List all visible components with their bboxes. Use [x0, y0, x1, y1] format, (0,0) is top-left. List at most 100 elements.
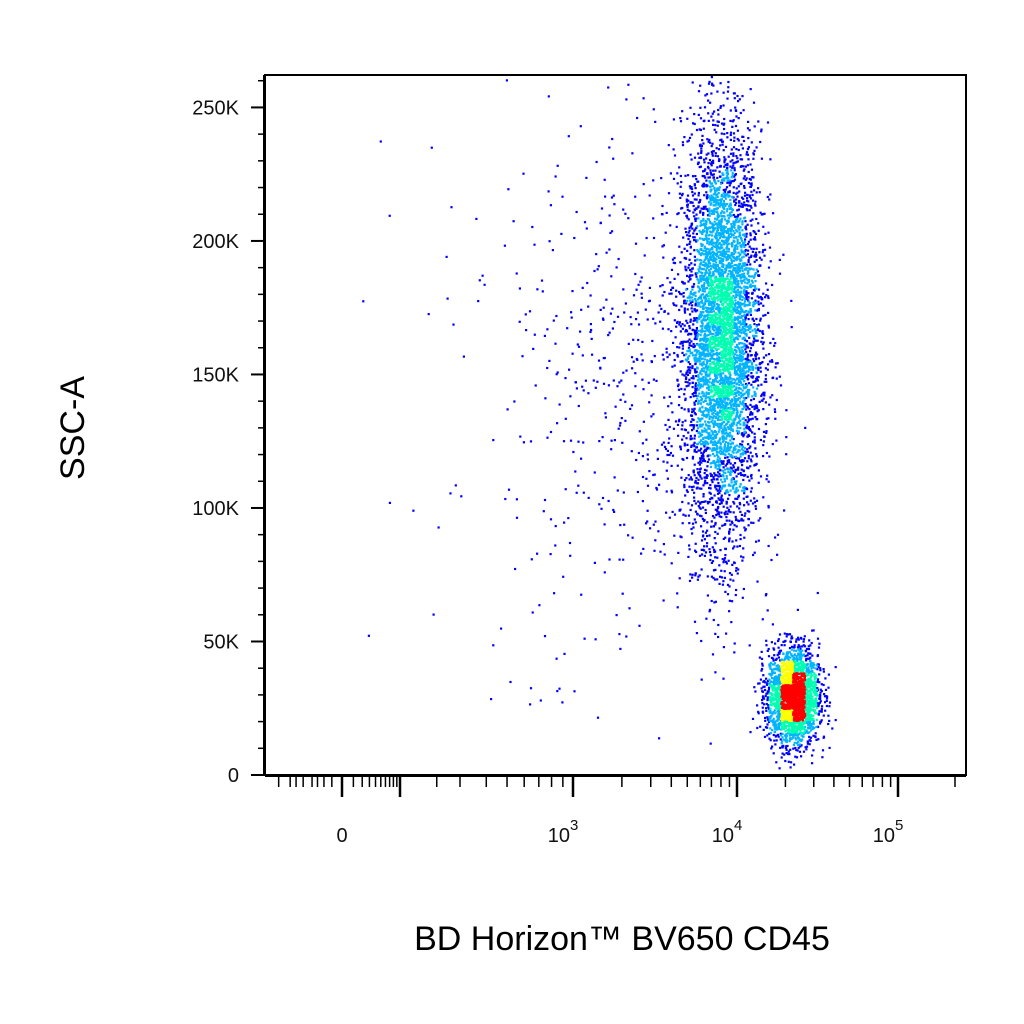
- event-dot: [727, 233, 731, 236]
- event-dot: [781, 736, 784, 739]
- event-dot: [814, 667, 817, 670]
- event-dot: [733, 396, 736, 399]
- event-dot: [683, 479, 687, 482]
- event-dot: [742, 396, 745, 399]
- event-dot: [673, 262, 677, 265]
- event-dot: [721, 235, 724, 239]
- event-dot: [746, 358, 749, 361]
- event-dot: [719, 400, 722, 403]
- event-dot: [624, 302, 627, 305]
- event-dot: [806, 740, 809, 743]
- event-dot: [722, 429, 725, 432]
- event-dot: [695, 275, 698, 278]
- event-dot: [665, 469, 668, 472]
- event-dot: [797, 638, 800, 641]
- event-dot: [743, 245, 746, 248]
- event-dot: [638, 430, 641, 433]
- event-dot: [735, 187, 738, 190]
- event-dot: [705, 408, 708, 411]
- event-dot: [699, 325, 702, 328]
- event-dot: [797, 740, 800, 743]
- event-dot: [699, 419, 702, 422]
- event-dot: [739, 236, 743, 239]
- event-dot: [738, 387, 741, 390]
- event-dot: [694, 363, 697, 366]
- event-dot: [805, 730, 809, 734]
- event-dot: [765, 702, 768, 706]
- event-dot: [696, 309, 699, 312]
- event-dot: [737, 374, 740, 377]
- event-dot: [737, 472, 740, 475]
- event-dot: [735, 160, 738, 164]
- event-dot: [726, 445, 729, 448]
- event-dot: [698, 229, 701, 232]
- event-dot: [689, 299, 692, 302]
- event-dot: [716, 225, 719, 228]
- event-dot: [721, 253, 724, 256]
- event-dot: [811, 762, 814, 765]
- event-dot: [692, 470, 695, 473]
- event-dot: [706, 460, 709, 463]
- event-dot: [554, 525, 557, 528]
- event-dot: [752, 301, 755, 304]
- event-dot: [695, 213, 698, 216]
- event-dot: [735, 293, 738, 297]
- event-dot: [778, 665, 781, 668]
- event-dot: [804, 746, 807, 749]
- event-dot: [696, 249, 699, 252]
- event-dot: [691, 201, 694, 204]
- event-dot: [701, 293, 704, 296]
- event-dot: [754, 272, 757, 275]
- event-dot: [729, 446, 732, 449]
- event-dot: [797, 658, 800, 661]
- event-dot: [672, 148, 675, 151]
- event-dot: [509, 680, 512, 684]
- event-dot: [741, 346, 744, 349]
- event-dot: [702, 376, 705, 379]
- event-dot: [724, 188, 727, 191]
- event-dot: [793, 649, 796, 652]
- event-dot: [737, 100, 740, 103]
- event-dot: [714, 182, 717, 185]
- event-dot: [732, 528, 735, 531]
- event-dot: [728, 207, 732, 211]
- event-dot: [757, 368, 760, 372]
- event-dot: [744, 528, 747, 531]
- event-dot: [762, 243, 765, 246]
- event-dot: [774, 642, 777, 645]
- event-dot: [737, 224, 740, 227]
- event-dot: [646, 453, 649, 456]
- event-dot: [705, 223, 708, 226]
- event-dot: [684, 494, 687, 497]
- event-dot: [663, 396, 666, 399]
- event-dot: [762, 674, 765, 677]
- event-dot: [657, 530, 660, 533]
- event-dot: [744, 226, 747, 229]
- event-dot: [707, 392, 710, 395]
- event-dot: [677, 273, 680, 276]
- event-dot: [709, 240, 712, 243]
- event-dot: [735, 366, 738, 369]
- event-dot: [590, 337, 593, 340]
- event-dot: [707, 152, 710, 155]
- event-dot: [739, 279, 743, 282]
- event-dot: [677, 383, 680, 386]
- event-dot: [687, 474, 690, 477]
- event-dot: [701, 287, 704, 290]
- event-dot: [652, 236, 656, 240]
- event-dot: [757, 481, 760, 484]
- event-dot: [533, 333, 536, 336]
- event-dot: [704, 256, 707, 259]
- event-dot: [665, 490, 668, 493]
- event-dot: [629, 407, 632, 410]
- event-dot: [761, 667, 764, 671]
- event-dot: [708, 176, 711, 179]
- event-dot: [819, 696, 822, 700]
- event-dot: [690, 486, 693, 489]
- event-dot: [792, 656, 795, 659]
- event-dot: [731, 196, 734, 199]
- event-dot: [652, 523, 655, 526]
- event-dot: [757, 323, 760, 326]
- event-dot: [703, 468, 707, 471]
- event-dot: [727, 508, 731, 511]
